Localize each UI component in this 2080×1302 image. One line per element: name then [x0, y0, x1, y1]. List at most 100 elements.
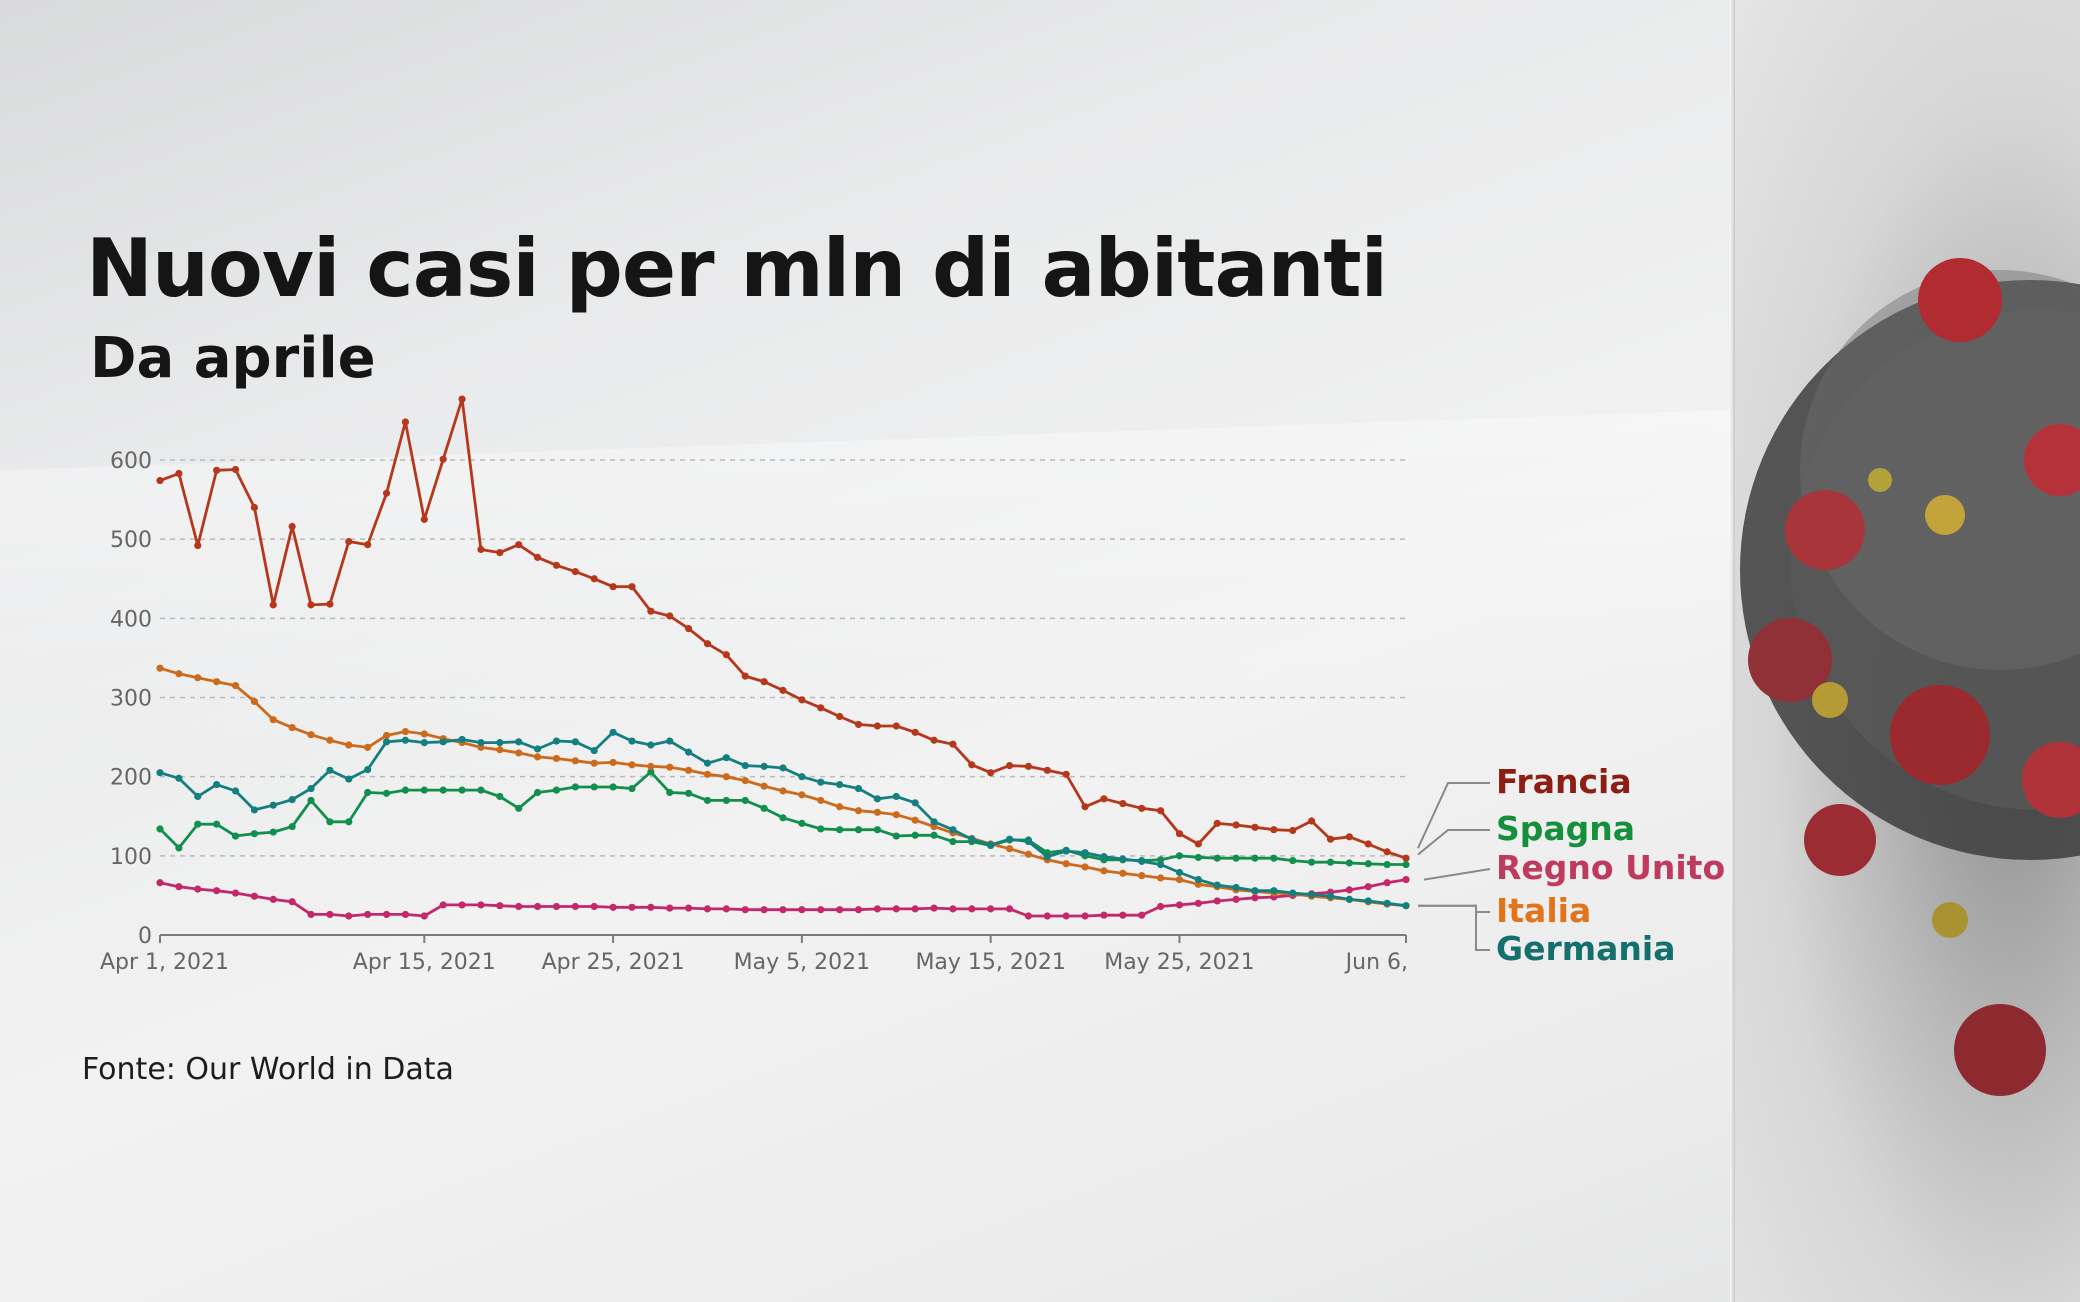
data-point — [345, 912, 353, 920]
legend-label-regno-unito: Regno Unito — [1496, 848, 1725, 887]
data-point — [1119, 911, 1127, 919]
y-tick-label: 400 — [110, 607, 152, 632]
data-point — [1043, 853, 1051, 861]
series-italia — [156, 664, 1410, 910]
data-point — [703, 759, 712, 767]
data-point — [382, 731, 391, 740]
data-point — [515, 902, 523, 911]
data-point — [533, 902, 542, 911]
data-point — [968, 835, 976, 843]
data-point — [987, 841, 995, 849]
data-point — [1024, 762, 1033, 770]
data-point — [1308, 858, 1316, 866]
data-point — [231, 682, 240, 690]
data-point — [250, 892, 258, 900]
data-point — [1213, 819, 1221, 827]
data-point — [571, 738, 579, 746]
data-point — [760, 678, 768, 686]
data-point — [779, 787, 787, 795]
data-point — [892, 792, 900, 801]
x-tick-label: May 5, 2021 — [734, 950, 870, 975]
data-point — [760, 782, 768, 790]
data-point — [741, 672, 749, 680]
data-point — [231, 465, 240, 474]
data-point — [1062, 860, 1070, 868]
data-point — [175, 469, 183, 478]
data-point — [1194, 853, 1202, 862]
data-point — [496, 902, 504, 910]
legend-label-spagna: Spagna — [1496, 809, 1635, 848]
data-point — [552, 902, 561, 911]
data-point — [401, 727, 410, 736]
data-point — [836, 780, 844, 789]
data-point — [401, 736, 410, 744]
data-point — [1251, 823, 1259, 831]
data-point — [307, 796, 315, 805]
data-point — [968, 905, 976, 913]
data-point — [326, 736, 334, 744]
data-point — [647, 741, 655, 749]
y-tick-label: 200 — [110, 766, 152, 791]
y-tick-label: 0 — [138, 924, 152, 949]
data-point — [1043, 766, 1051, 774]
data-point — [798, 906, 806, 914]
data-point — [458, 901, 466, 909]
data-point — [477, 901, 485, 909]
data-point — [628, 737, 636, 745]
data-point — [1062, 912, 1070, 920]
data-point — [515, 749, 523, 757]
data-point — [382, 489, 391, 497]
data-point — [892, 905, 900, 913]
series-regno-unito — [156, 875, 1410, 920]
data-point — [741, 777, 749, 785]
legend-leader — [1418, 904, 1490, 951]
data-point — [194, 541, 202, 550]
data-point — [496, 792, 504, 801]
data-point — [1175, 901, 1184, 909]
y-tick-label: 600 — [110, 449, 152, 474]
data-point — [1024, 837, 1033, 846]
data-point — [779, 906, 787, 914]
data-point — [741, 761, 749, 770]
data-point — [382, 738, 391, 746]
legend-leader — [1417, 829, 1490, 856]
data-point — [1364, 840, 1372, 848]
data-point — [326, 600, 334, 608]
data-point — [1232, 883, 1240, 892]
data-point — [666, 763, 674, 771]
data-point — [1270, 854, 1278, 862]
virus-image — [1730, 0, 2080, 1302]
data-point — [364, 910, 372, 919]
data-point — [873, 808, 881, 816]
series-line — [159, 666, 1407, 908]
data-point — [798, 819, 806, 827]
data-point — [420, 730, 428, 738]
data-point — [1364, 860, 1372, 868]
data-point — [326, 766, 334, 774]
data-point — [911, 831, 919, 839]
series-spagna — [156, 768, 1410, 869]
x-tick-label: Apr 15, 2021 — [353, 950, 496, 975]
data-point — [477, 545, 485, 554]
data-point — [930, 831, 938, 839]
data-point — [911, 728, 919, 736]
data-point — [836, 906, 844, 914]
data-point — [628, 784, 636, 793]
data-point — [1383, 860, 1391, 869]
data-point — [854, 807, 863, 815]
data-point — [533, 745, 542, 753]
data-point — [817, 825, 825, 833]
data-point — [1156, 902, 1165, 911]
data-point — [590, 759, 598, 767]
data-point — [666, 737, 674, 745]
data-point — [420, 786, 428, 794]
data-point — [1100, 867, 1108, 875]
data-point — [817, 704, 825, 712]
data-point — [552, 561, 561, 569]
data-point — [628, 903, 636, 911]
data-point — [1081, 849, 1089, 857]
data-point — [458, 735, 466, 744]
data-point — [1308, 817, 1316, 825]
data-point — [779, 686, 787, 694]
series-germania — [156, 728, 1410, 910]
